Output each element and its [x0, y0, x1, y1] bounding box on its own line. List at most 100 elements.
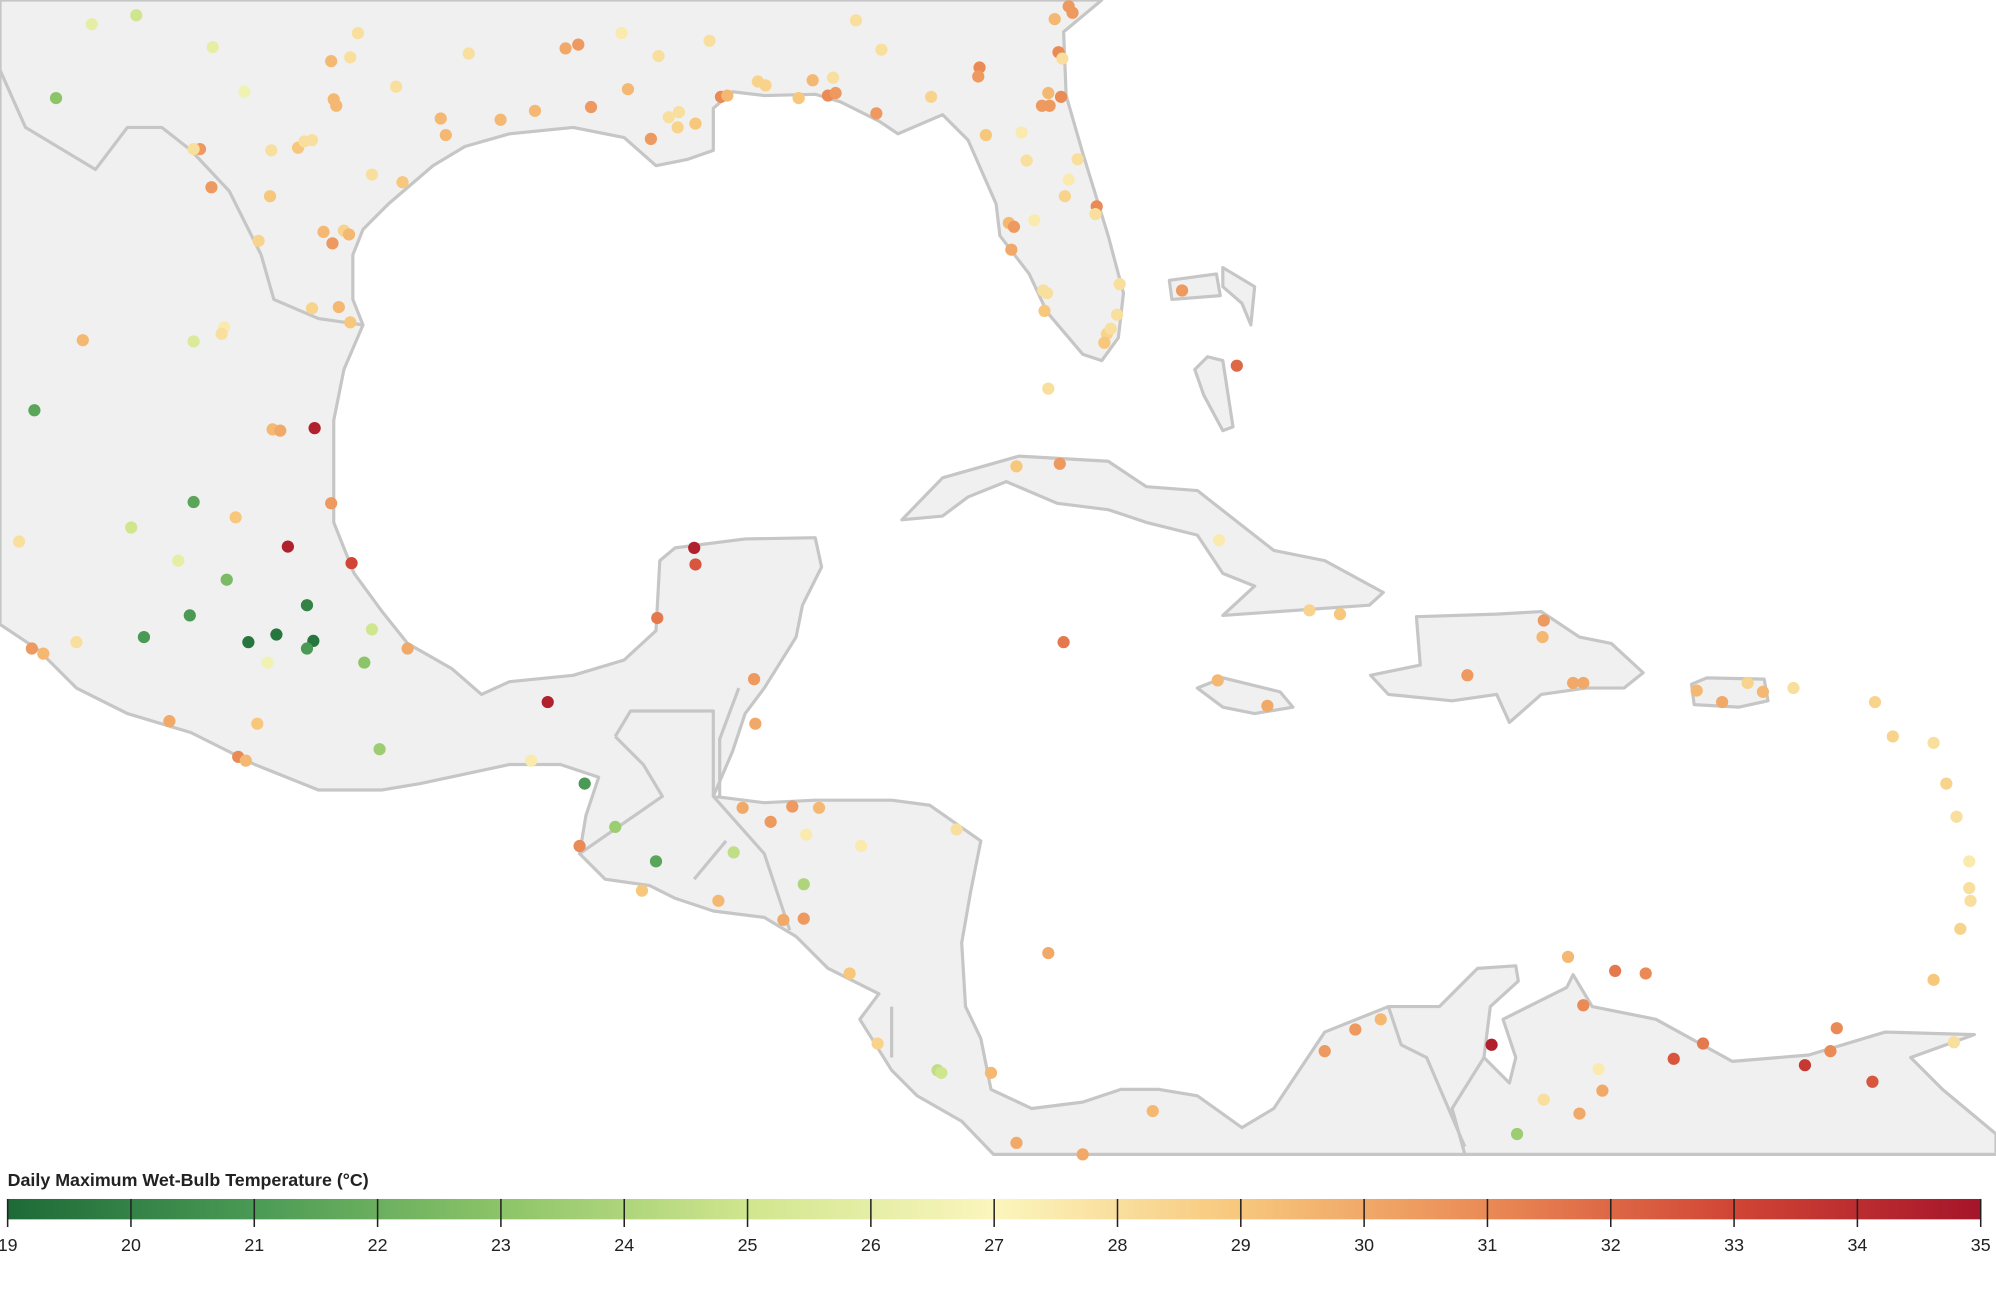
station-dot [792, 91, 805, 105]
station-dot [1950, 810, 1963, 823]
station-dot [1886, 730, 1899, 743]
colorbar-tick-label: 35 [1971, 1235, 1991, 1255]
station-dot [330, 99, 343, 112]
colorbar-tick-label: 32 [1601, 1235, 1621, 1255]
bahamas-1 [1167, 265, 1257, 327]
station-dot [1042, 382, 1055, 395]
station-dot [298, 135, 311, 148]
station-dot [281, 540, 294, 553]
station-dot [37, 647, 50, 660]
colorbar-tick-label: 33 [1724, 1235, 1744, 1255]
station-dot [206, 41, 219, 54]
station-dot [1333, 608, 1347, 621]
station-dot [1510, 1127, 1524, 1141]
station-dot [1667, 1052, 1680, 1065]
station-dot [1787, 681, 1800, 695]
station-dot [1868, 695, 1882, 709]
station-dot [1592, 1062, 1605, 1076]
station-dot [979, 128, 993, 142]
station-dot [973, 61, 986, 74]
station-dot [358, 656, 371, 669]
station-dot [644, 132, 658, 145]
station-dot [1104, 322, 1117, 335]
station-dot [1573, 1107, 1586, 1120]
station-dot [736, 801, 749, 814]
station-dot [528, 104, 542, 117]
station-dot [242, 636, 255, 649]
station-dot [1830, 1022, 1843, 1035]
station-dot [786, 800, 799, 813]
station-dot [434, 112, 447, 125]
station-dot [365, 168, 379, 181]
station-dot [870, 107, 883, 120]
station-dot [163, 715, 176, 728]
station-dot [332, 300, 345, 314]
colorbar-tick-label: 23 [491, 1235, 511, 1255]
colorbar-tick-label: 28 [1108, 1235, 1128, 1255]
station-dot [1098, 336, 1111, 349]
station-dot [843, 967, 856, 980]
station-dot [559, 42, 572, 55]
station-dot [800, 828, 813, 841]
station-dot [205, 181, 218, 194]
station-dot [1043, 99, 1056, 112]
station-dot [1175, 284, 1189, 297]
colorbar-tick-label: 20 [121, 1235, 141, 1255]
station-dot [950, 823, 963, 836]
station-dot [1318, 1045, 1331, 1058]
station-dot [125, 521, 138, 534]
station-dot [326, 237, 339, 250]
station-dot [494, 113, 507, 126]
station-dot [85, 18, 98, 31]
station-dot [1577, 676, 1590, 690]
station-dot [1963, 855, 1976, 868]
station-dot [671, 121, 684, 134]
station-dot [229, 511, 242, 524]
station-dot [187, 495, 200, 509]
station-dot [137, 630, 151, 644]
station-dot [251, 717, 264, 730]
mainland [0, 0, 1996, 1156]
station-dot [797, 912, 810, 925]
hispaniola [1368, 609, 1645, 725]
station-dot [1824, 1045, 1837, 1058]
station-dot [1303, 604, 1316, 617]
station-dot [1058, 190, 1071, 203]
station-dot [401, 642, 414, 655]
station-dot [649, 855, 663, 868]
station-dot [130, 9, 143, 22]
station-dot [270, 628, 283, 641]
station-dot [688, 541, 701, 554]
station-dot [1696, 1037, 1710, 1050]
jamaica [1195, 676, 1295, 716]
station-dot [572, 38, 585, 51]
colorbar-tick-label: 29 [1231, 1235, 1251, 1255]
station-dot [300, 599, 314, 612]
cuba [900, 454, 1385, 618]
station-dot [871, 1037, 884, 1050]
station-dot [76, 334, 89, 347]
station-dot [1042, 86, 1055, 100]
station-dot [1089, 207, 1102, 221]
station-dot [1537, 614, 1550, 627]
station-dot [525, 754, 538, 767]
station-dot [615, 27, 628, 40]
station-dot [462, 47, 475, 60]
station-dot [1461, 669, 1474, 682]
station-dot [1071, 153, 1084, 166]
bahamas-2 [1193, 355, 1235, 433]
station-dot [345, 557, 358, 570]
station-dot [689, 117, 702, 130]
station-dot [1010, 1136, 1023, 1150]
station-dot [1062, 173, 1075, 186]
station-dot [826, 71, 840, 84]
stations [12, 0, 1977, 1161]
station-dot [1927, 736, 1940, 749]
station-dot [925, 90, 938, 103]
station-dot [935, 1066, 948, 1079]
station-dot [759, 79, 772, 92]
colorbar-tick-label: 21 [244, 1235, 264, 1255]
station-dot [849, 14, 863, 27]
station-dot [172, 554, 185, 567]
station-dot [1230, 359, 1243, 372]
